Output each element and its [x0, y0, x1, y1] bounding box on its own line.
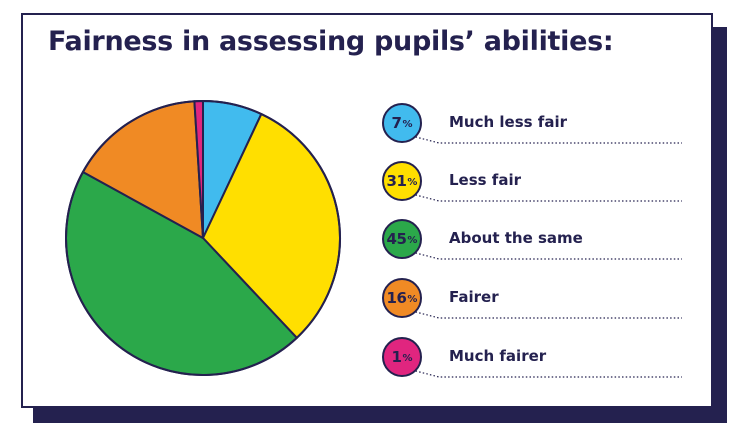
legend-item: 1% Much fairer	[382, 337, 682, 397]
percentage-badge: 16%	[382, 278, 422, 318]
legend-item: 16% Fairer	[382, 278, 682, 338]
percentage-value: 45	[386, 230, 407, 248]
percentage-badge: 7%	[382, 103, 422, 143]
legend-label: Much fairer	[449, 347, 547, 365]
percent-sign: %	[407, 294, 418, 305]
legend-label: Fairer	[449, 288, 499, 306]
percent-sign: %	[402, 119, 413, 130]
percent-sign: %	[407, 235, 418, 246]
percentage-value: 1	[391, 348, 402, 366]
legend-label: Much less fair	[449, 113, 567, 131]
legend-item: 45% About the same	[382, 219, 682, 279]
legend-dotted-line	[411, 369, 682, 378]
legend-dotted-line	[411, 135, 682, 144]
legend-dotted-line	[411, 310, 682, 319]
percentage-badge: 1%	[382, 337, 422, 377]
percentage-badge: 45%	[382, 219, 422, 259]
legend-dotted-line	[411, 251, 682, 260]
percentage-badge: 31%	[382, 161, 422, 201]
pie-chart	[65, 100, 341, 376]
pie-outline	[65, 100, 341, 376]
legend-label: Less fair	[449, 171, 521, 189]
legend-item: 7% Much less fair	[382, 103, 682, 163]
percentage-value: 7	[391, 114, 402, 132]
percent-sign: %	[407, 177, 418, 188]
percentage-value: 31	[386, 172, 407, 190]
percent-sign: %	[402, 353, 413, 364]
legend-dotted-line	[411, 193, 682, 202]
percentage-value: 16	[386, 289, 407, 307]
legend-item: 31% Less fair	[382, 161, 682, 221]
legend-label: About the same	[449, 229, 583, 247]
chart-title: Fairness in assessing pupils’ abilities:	[48, 26, 614, 57]
